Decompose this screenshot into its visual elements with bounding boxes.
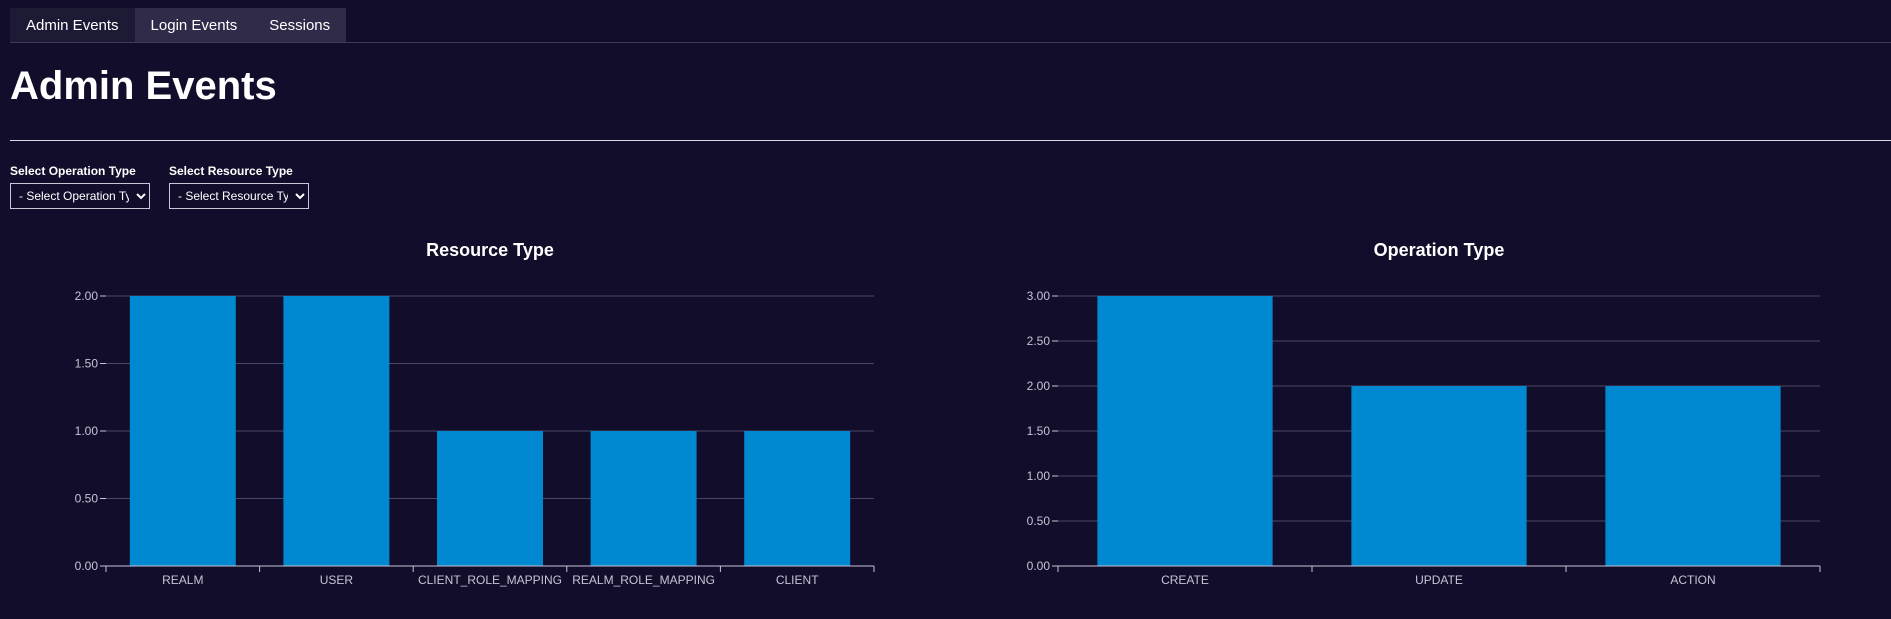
operation-bar-update bbox=[1351, 386, 1527, 566]
resource-x-tick-label: CLIENT bbox=[776, 573, 819, 587]
resource-y-tick-label: 1.50 bbox=[75, 357, 99, 371]
operation-x-tick-label: ACTION bbox=[1670, 573, 1715, 587]
tab-bar-divider bbox=[10, 42, 1891, 43]
tab-login-events[interactable]: Login Events bbox=[134, 8, 254, 43]
resource-bar-realm bbox=[129, 296, 236, 566]
resource-x-tick-label: USER bbox=[320, 573, 354, 587]
resource-bar-user bbox=[283, 296, 390, 566]
operation-bar-create bbox=[1097, 296, 1273, 566]
resource-type-select[interactable]: - Select Resource Type - bbox=[169, 183, 309, 209]
title-divider bbox=[10, 140, 1891, 141]
operation-type-filter: Select Operation Type - Select Operation… bbox=[10, 164, 150, 209]
resource-bar-client_role_mapping bbox=[437, 431, 543, 566]
operation-type-label: Select Operation Type bbox=[10, 164, 136, 178]
resource-bar-realm_role_mapping bbox=[590, 431, 697, 566]
resource-y-tick-label: 0.00 bbox=[75, 559, 99, 573]
tab-bar: Admin Events Login Events Sessions bbox=[10, 8, 347, 43]
operation-chart-title: Operation Type bbox=[1374, 240, 1505, 260]
operation-y-tick-label: 0.50 bbox=[1027, 514, 1051, 528]
resource-y-tick-label: 1.00 bbox=[75, 424, 99, 438]
resource-type-label: Select Resource Type bbox=[169, 164, 293, 178]
operation-type-select[interactable]: - Select Operation Type - bbox=[10, 183, 150, 209]
resource-x-tick-label: REALM_ROLE_MAPPING bbox=[572, 573, 715, 587]
resource-chart-title: Resource Type bbox=[426, 240, 554, 260]
operation-bar-action bbox=[1605, 386, 1781, 566]
operation-x-tick-label: CREATE bbox=[1161, 573, 1209, 587]
resource-y-tick-label: 2.00 bbox=[75, 289, 99, 303]
operation-y-tick-label: 0.00 bbox=[1027, 559, 1051, 573]
operation-y-tick-label: 1.50 bbox=[1027, 424, 1051, 438]
operation-y-tick-label: 1.00 bbox=[1027, 469, 1051, 483]
operation-type-chart: Operation Type 0.00 0.50 1.00 1.50 2.00 2.50 3.… bbox=[1027, 240, 1821, 587]
resource-y-tick-label: 0.50 bbox=[75, 492, 99, 506]
resource-type-filter: Select Resource Type - Select Resource T… bbox=[169, 164, 309, 209]
resource-x-tick-label: REALM bbox=[162, 573, 203, 587]
operation-y-tick-label: 2.50 bbox=[1027, 334, 1051, 348]
tab-admin-events[interactable]: Admin Events bbox=[10, 8, 135, 43]
operation-x-tick-label: UPDATE bbox=[1415, 573, 1463, 587]
operation-y-tick-label: 2.00 bbox=[1027, 379, 1051, 393]
page-title: Admin Events bbox=[10, 64, 277, 108]
resource-x-tick-label: CLIENT_ROLE_MAPPING bbox=[418, 573, 562, 587]
resource-bar-client bbox=[744, 431, 851, 566]
tab-sessions[interactable]: Sessions bbox=[253, 8, 347, 43]
operation-y-tick-label: 3.00 bbox=[1027, 289, 1051, 303]
resource-type-chart: Resource Type 0.00 0.50 1.00 1.50 2.00 REALM US… bbox=[75, 240, 875, 587]
